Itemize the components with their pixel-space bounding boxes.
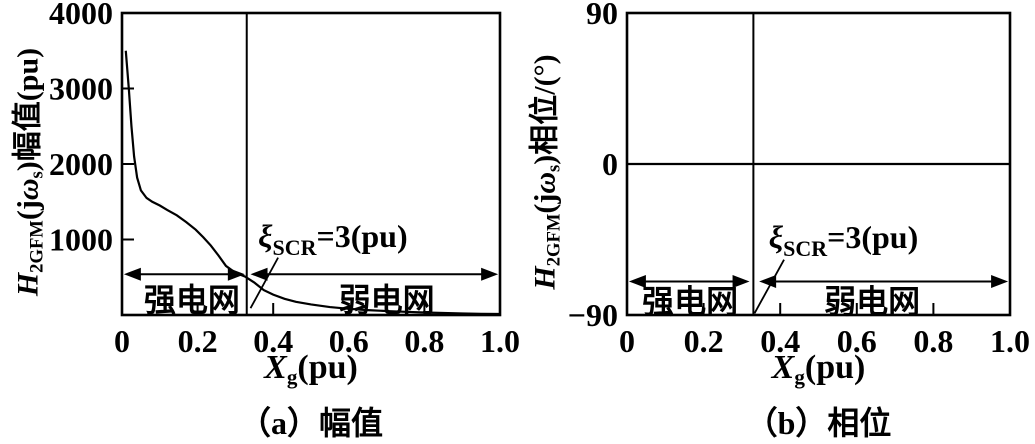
annotation-leader-line [249, 257, 279, 309]
xlabel-sub-g: g [794, 364, 805, 389]
axes-box [120, 11, 502, 317]
x-tick-label: 0.4 [253, 323, 293, 359]
x-tick-label: 0 [114, 323, 130, 359]
x-tick-label: 0 [619, 323, 635, 359]
y-tick-label: 1000 [49, 222, 113, 258]
xlabel-sub-g: g [286, 364, 298, 389]
y-tick-label: 3000 [49, 71, 113, 107]
arrowhead-left [759, 274, 777, 288]
x-tick-label: 0.6 [329, 323, 369, 359]
xlabel-var-x: X [771, 349, 795, 386]
y-tick-label: 0 [602, 146, 618, 182]
region-label: 强电网 [144, 282, 240, 318]
y-tick-label: −90 [568, 297, 618, 333]
annotation-xi-scr: ξSCR=3(pu) [769, 219, 919, 261]
panel-phase: H2GFM(jωs)相位/(°) 0 0.2 0.4 0.6 0.8 1.0 −90 0 90 强… [517, 0, 1035, 443]
caption-phase: （b）相位 [745, 405, 892, 441]
y-tick-label: 4000 [49, 0, 113, 31]
xlabel-unit: (pu) [804, 349, 866, 386]
x-tick-label: 0.8 [913, 323, 953, 359]
arrowhead-right [991, 274, 1009, 288]
arrowhead-right [732, 274, 750, 288]
arrowhead-left [250, 267, 268, 281]
x-axis-label-phase: Xg(pu) [627, 349, 1010, 390]
region-label: 强电网 [642, 284, 738, 320]
region-label: 弱电网 [824, 284, 920, 320]
x-tick-label: 1.0 [990, 323, 1030, 359]
x-tick-label: 0.2 [684, 323, 724, 359]
xlabel-var-x: X [264, 349, 287, 386]
arrowhead-right [481, 267, 499, 281]
x-axis-label-magnitude: Xg(pu) [122, 349, 500, 390]
x-tick-label: 0.2 [178, 323, 218, 359]
y-tick-label: 2000 [49, 146, 113, 182]
x-tick-label: 1.0 [480, 323, 520, 359]
panel-magnitude: H2GFM(jωs)幅值(pu) 0 0.2 0.4 0.6 0.8 1.0 1000 200… [0, 0, 521, 443]
x-tick-label: 0.4 [760, 323, 800, 359]
y-tick-label: 90 [586, 0, 618, 31]
annotation-leader-line [753, 259, 785, 314]
x-tick-label: 0.6 [837, 323, 877, 359]
x-tick-label: 0.8 [404, 323, 444, 359]
arrowhead-left [628, 274, 646, 288]
xlabel-unit: (pu) [297, 349, 358, 386]
region-label: 弱电网 [339, 282, 435, 318]
annotation-xi-scr: ξSCR=3(pu) [258, 218, 408, 260]
magnitude-plot: 0 0.2 0.4 0.6 0.8 1.0 1000 2000 3000 4000 强电网 弱电网 ξS… [49, 0, 520, 359]
arrowhead-right [227, 267, 245, 281]
caption-magnitude: （a）幅值 [238, 405, 383, 441]
arrowhead-left [123, 267, 141, 281]
